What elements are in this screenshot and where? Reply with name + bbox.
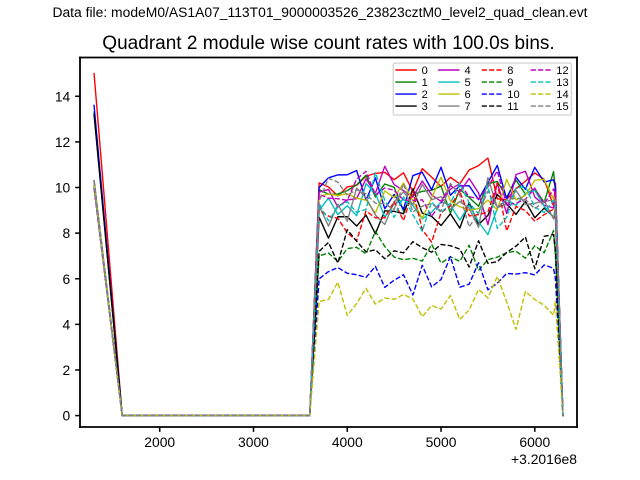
svg-text:5000: 5000 — [426, 434, 457, 450]
svg-text:12: 12 — [556, 65, 568, 77]
svg-text:0: 0 — [63, 408, 71, 424]
svg-text:8: 8 — [63, 225, 71, 241]
svg-text:12: 12 — [55, 134, 71, 150]
svg-text:7: 7 — [464, 101, 470, 113]
svg-text:+3.2016e8: +3.2016e8 — [511, 451, 577, 467]
svg-text:1: 1 — [422, 77, 428, 89]
svg-text:11: 11 — [507, 101, 519, 113]
svg-text:10: 10 — [507, 89, 519, 101]
svg-text:14: 14 — [55, 88, 71, 104]
svg-text:5: 5 — [464, 77, 470, 89]
svg-text:3: 3 — [422, 101, 428, 113]
svg-text:9: 9 — [507, 77, 513, 89]
svg-text:6: 6 — [464, 89, 470, 101]
svg-text:8: 8 — [507, 65, 513, 77]
svg-text:2: 2 — [422, 89, 428, 101]
svg-text:4000: 4000 — [332, 434, 363, 450]
svg-text:15: 15 — [556, 101, 568, 113]
svg-text:Data file: modeM0/AS1A07_113T0: Data file: modeM0/AS1A07_113T01_90000035… — [52, 4, 587, 20]
svg-text:3000: 3000 — [238, 434, 269, 450]
svg-text:4: 4 — [464, 65, 470, 77]
svg-text:0: 0 — [422, 65, 428, 77]
svg-text:10: 10 — [55, 180, 71, 196]
svg-text:Quadrant 2 module wise count r: Quadrant 2 module wise count rates with … — [102, 33, 554, 54]
svg-text:2000: 2000 — [144, 434, 175, 450]
svg-text:4: 4 — [63, 316, 71, 332]
svg-text:2: 2 — [63, 362, 71, 378]
svg-text:14: 14 — [556, 89, 568, 101]
svg-text:6: 6 — [63, 271, 71, 287]
svg-text:13: 13 — [556, 77, 568, 89]
svg-text:6000: 6000 — [519, 434, 550, 450]
